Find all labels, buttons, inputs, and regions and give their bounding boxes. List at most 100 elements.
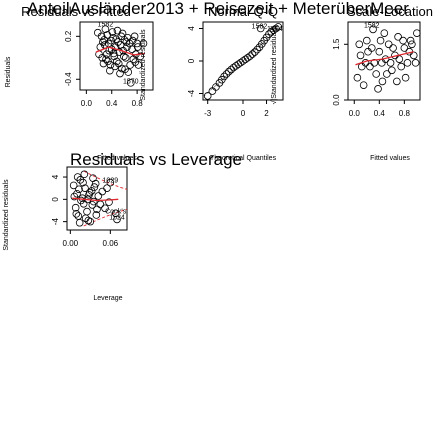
chart-title: Scale-Location <box>347 4 433 19</box>
data-point <box>243 53 252 62</box>
data-point <box>380 29 389 37</box>
y-tick-label: 0 <box>187 58 196 63</box>
data-point <box>399 36 407 45</box>
data-point <box>359 81 368 89</box>
y-axis-label: Standardized residuals <box>140 29 147 101</box>
data-point <box>89 174 97 182</box>
x-axis-label: Fitted values <box>97 155 137 162</box>
data-point <box>248 50 257 58</box>
data-point <box>367 44 376 52</box>
data-point <box>357 62 366 71</box>
y-tick-label: 0.2 <box>64 30 73 42</box>
data-point <box>105 198 113 206</box>
data-point <box>113 57 121 66</box>
data-point <box>395 55 404 63</box>
data-point <box>372 70 380 78</box>
y-axis-label: √|Standardized residuals| <box>270 25 278 104</box>
data-point <box>376 36 385 45</box>
x-tick-label: -3 <box>204 109 212 118</box>
data-point <box>265 30 273 38</box>
data-point <box>75 185 83 194</box>
y-axis-label: Standardized residuals <box>3 179 10 251</box>
x-axis-label: Fitted values <box>370 155 410 162</box>
chart-title: Residuals vs Fitted <box>21 4 131 19</box>
data-point <box>355 40 364 49</box>
data-point <box>126 61 134 69</box>
data-point <box>76 176 85 184</box>
data-point <box>121 65 129 74</box>
x-tick-label: 0.8 <box>399 109 411 118</box>
data-point <box>88 201 97 209</box>
x-axis-label: Leverage <box>93 295 122 302</box>
chart-panel-2: Normal Q-Q 1582 1454 -3 0 2 -4 0 4 Theoretical Qu… <box>140 4 284 162</box>
data-point <box>92 211 101 219</box>
smoother-line <box>72 197 119 202</box>
x-tick-label: 0 <box>241 109 246 118</box>
y-tick-label: 0.0 <box>332 94 341 106</box>
point-label: 1029 <box>103 178 119 185</box>
data-point <box>121 53 130 62</box>
data-point <box>84 216 93 225</box>
point-label: 1454 <box>267 26 283 33</box>
data-point <box>128 45 136 53</box>
data-point <box>73 173 82 181</box>
data-point <box>109 49 118 58</box>
chart-panel-3: Scale-Location 1582 0.0 0.4 0.8 0.0 1.5 Fitted … <box>270 4 433 162</box>
data-point <box>239 57 247 65</box>
y-tick-label: 4 <box>51 174 60 179</box>
point-label: 1582 <box>98 21 114 28</box>
data-point <box>99 38 107 46</box>
data-point <box>220 72 228 81</box>
chart-title: Residuals vs Leverage <box>70 150 242 169</box>
data-point <box>102 55 110 64</box>
data-point <box>136 52 145 61</box>
data-point <box>115 48 124 56</box>
data-point <box>71 203 80 212</box>
data-point <box>130 32 139 41</box>
data-point <box>227 65 236 74</box>
data-point <box>232 62 240 70</box>
data-point <box>94 192 103 200</box>
data-point <box>369 25 377 34</box>
data-point <box>99 59 108 68</box>
data-point <box>108 28 117 36</box>
data-point <box>375 47 384 56</box>
data-point <box>388 66 396 75</box>
data-point <box>116 69 124 78</box>
data-point <box>79 178 87 187</box>
y-tick-label: -0.4 <box>64 72 73 86</box>
data-point <box>274 23 283 31</box>
data-point <box>83 207 91 216</box>
data-point <box>212 83 220 91</box>
data-point <box>356 51 365 60</box>
data-point <box>72 210 81 218</box>
cooks-distance-line <box>83 208 128 227</box>
data-point <box>96 200 105 209</box>
data-point <box>110 52 119 61</box>
data-point <box>70 192 79 201</box>
data-point <box>93 28 102 37</box>
data-point <box>81 214 90 223</box>
y-tick-label: 1.5 <box>332 38 341 50</box>
data-point <box>366 62 374 71</box>
figure-overlay-title: AnteilAusländer2013 + Reisezeit + Meterü… <box>27 0 409 18</box>
data-point <box>85 188 94 197</box>
x-tick-label: 0.06 <box>103 239 119 248</box>
data-point <box>394 33 402 41</box>
data-point <box>73 189 81 198</box>
data-point <box>400 44 409 52</box>
data-point <box>406 36 415 45</box>
point-label: 1582 <box>364 23 380 30</box>
data-point <box>90 183 99 191</box>
data-point <box>389 44 397 52</box>
point-label: 1570 <box>123 79 139 86</box>
data-point <box>253 45 261 54</box>
data-point <box>401 73 410 82</box>
data-point <box>101 204 109 213</box>
x-tick-label: 0.00 <box>63 239 79 248</box>
data-point <box>75 218 84 227</box>
y-tick-label: 0 <box>51 197 60 202</box>
y-axis-label: Residuals <box>5 56 12 87</box>
data-point <box>98 187 107 196</box>
